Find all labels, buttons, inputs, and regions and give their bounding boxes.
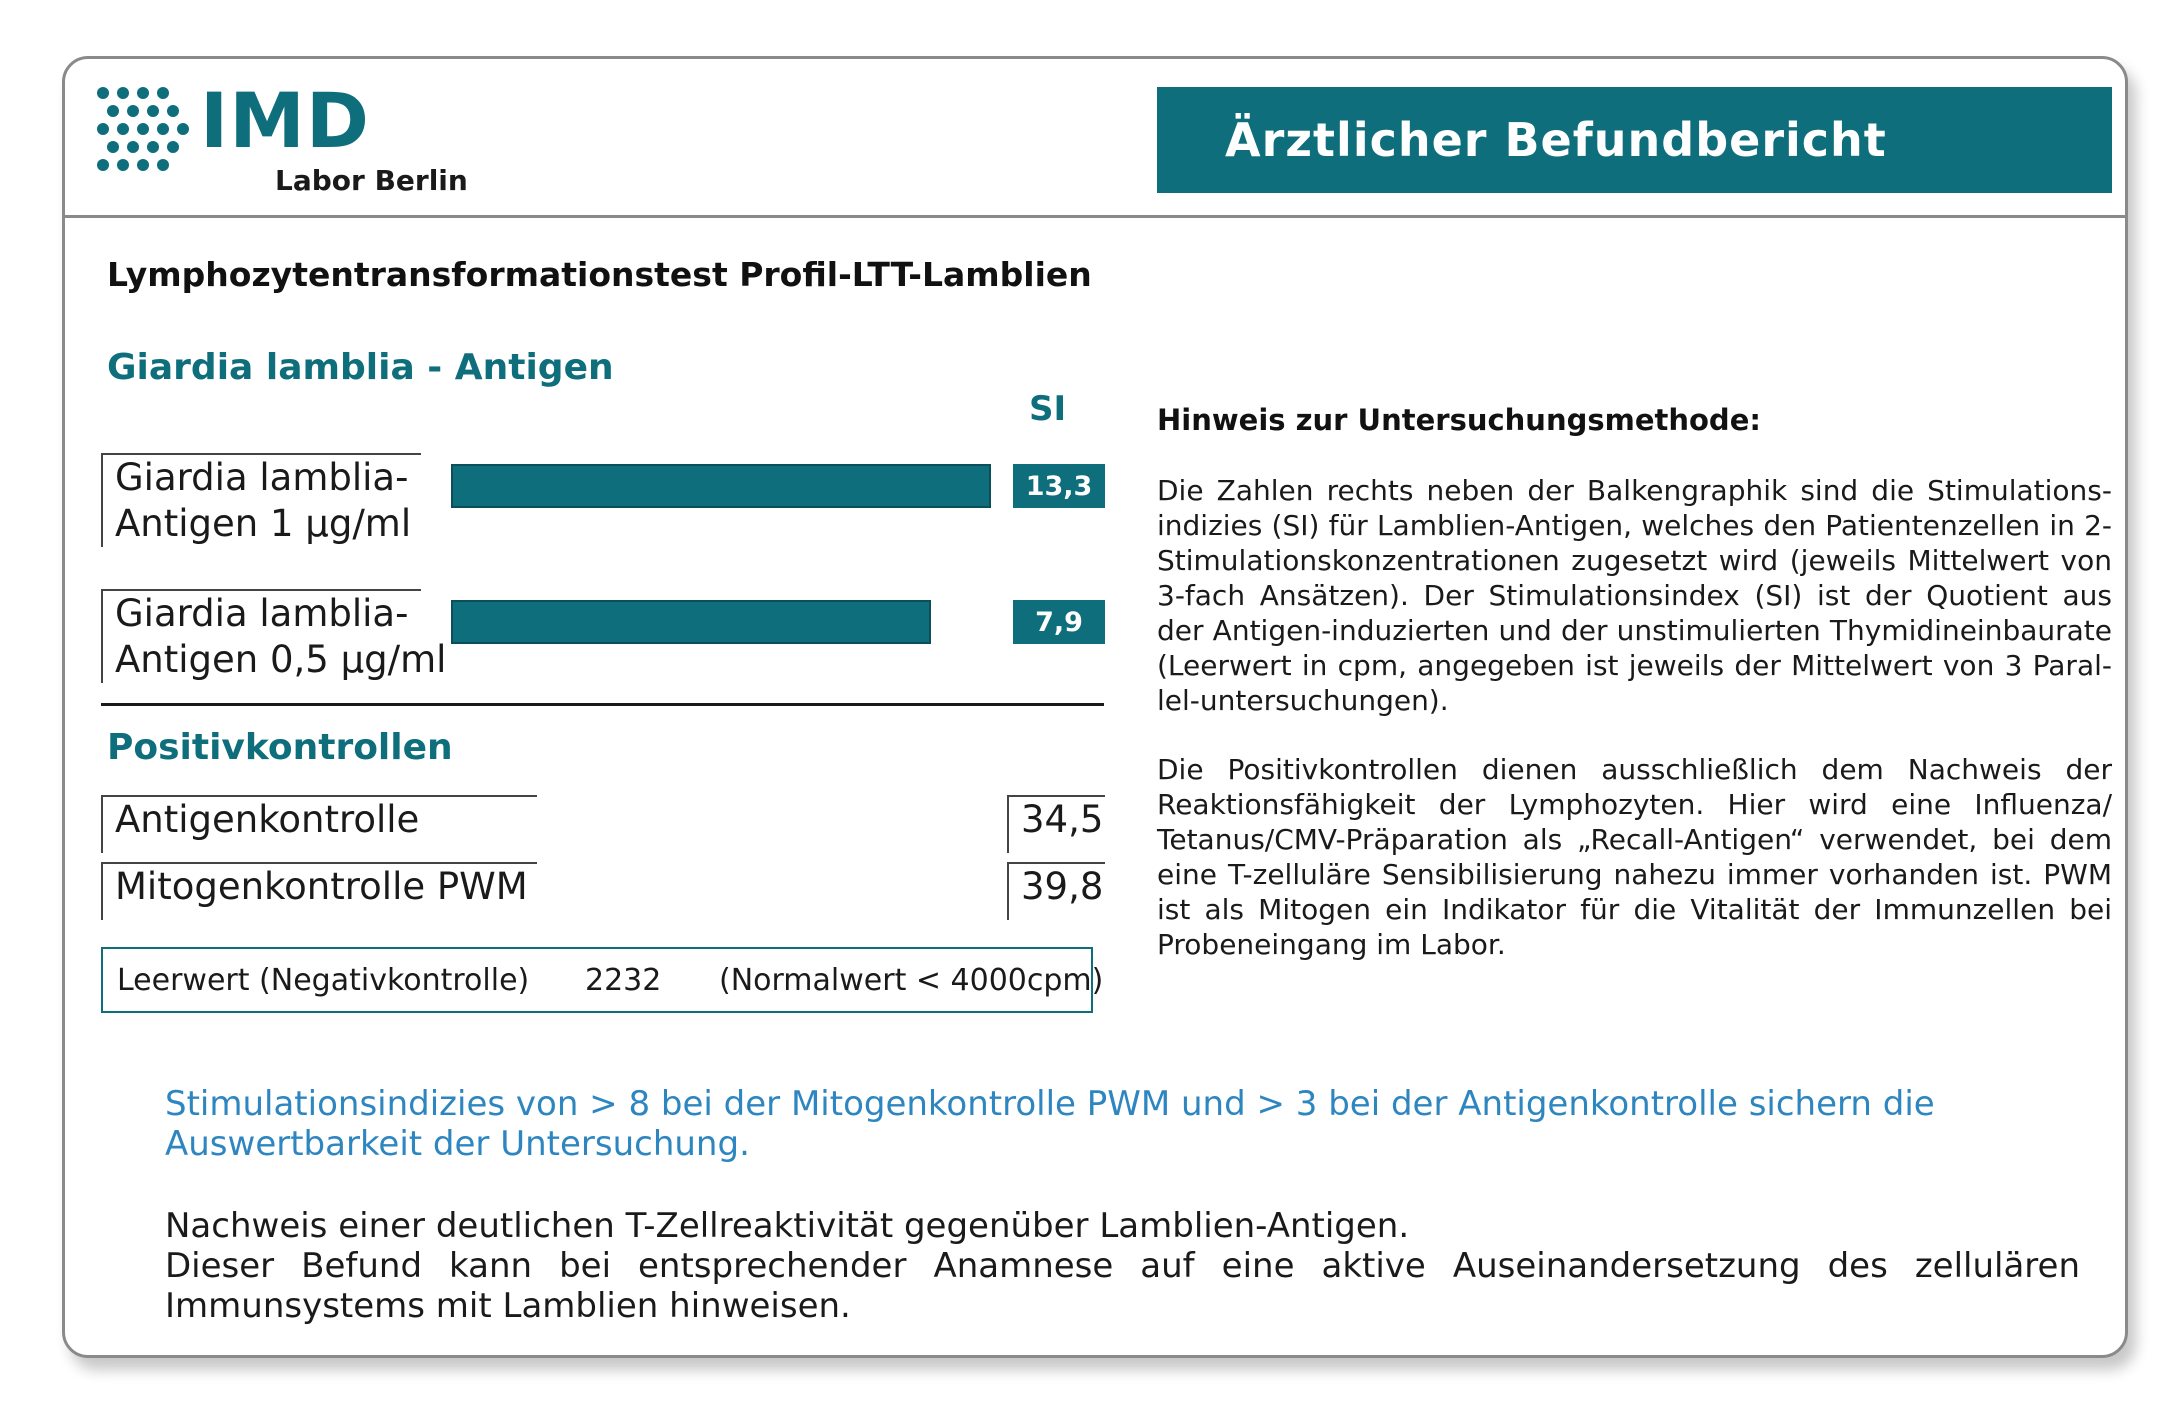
- positive-controls-heading: Positivkontrollen: [107, 727, 453, 768]
- blank-normal-range: (Normalwert < 4000cpm): [719, 963, 1104, 998]
- header-divider: [65, 215, 2125, 218]
- control-label: Antigenkontrolle: [101, 795, 537, 853]
- control-value: 34,5: [1007, 795, 1105, 853]
- method-note-paragraph: Die Positivkontrollen dienen ausschließl…: [1157, 753, 2112, 961]
- report-title-banner: Ärztlicher Befundbericht: [1157, 87, 2112, 193]
- antigen-row-label: Giardia lamblia- Antigen 1 µg/ml: [101, 453, 421, 547]
- conclusion-line: Dieser Befund kann bei entsprechender An…: [165, 1246, 2080, 1326]
- si-value-badge: 13,3: [1013, 464, 1105, 508]
- method-note-paragraph: Die Zahlen rechts neben der Balkengraphi…: [1157, 474, 2112, 717]
- antigen-label-line1: Giardia lamblia-: [115, 592, 409, 635]
- method-note-heading: Hinweis zur Untersuchungsmethode:: [1157, 403, 1761, 437]
- si-bar: [451, 600, 931, 644]
- control-value: 39,8: [1007, 862, 1105, 920]
- section-divider: [101, 703, 1104, 706]
- conclusion: Nachweis einer deutlichen T-Zellreaktivi…: [165, 1206, 2080, 1326]
- antigen-section-heading: Giardia lamblia - Antigen: [107, 347, 614, 388]
- antigen-label-line1: Giardia lamblia-: [115, 456, 409, 499]
- validity-note: Stimulationsindizies von > 8 bei der Mit…: [165, 1084, 1935, 1164]
- antigen-row-label: Giardia lamblia- Antigen 0,5 µg/ml: [101, 589, 447, 683]
- report-title: Ärztlicher Befundbericht: [1225, 113, 1887, 167]
- imd-logo: IMD Labor Berlin: [93, 76, 473, 205]
- test-title: Lymphozytentransformationstest Profil-LT…: [107, 255, 1092, 294]
- blank-label: Leerwert (Negativkontrolle): [117, 963, 530, 998]
- control-label: Mitogenkontrolle PWM: [101, 862, 537, 920]
- conclusion-line: Nachweis einer deutlichen T-Zellreaktivi…: [165, 1206, 1410, 1246]
- si-column-header: SI: [1029, 389, 1067, 429]
- si-bar: [451, 464, 991, 508]
- antigen-label-line2: Antigen 0,5 µg/ml: [115, 638, 447, 681]
- blank-value-box: Leerwert (Negativkontrolle) 2232 (Normal…: [101, 947, 1103, 1013]
- logo-dots-icon: [97, 87, 189, 171]
- logo-wordmark: IMD: [200, 76, 370, 165]
- logo-subtitle: Labor Berlin: [275, 164, 468, 197]
- report-card: IMD Labor Berlin Ärztlicher Befundberich…: [62, 56, 2128, 1358]
- blank-value: 2232: [585, 963, 662, 998]
- si-value-badge: 7,9: [1013, 600, 1105, 644]
- antigen-label-line2: Antigen 1 µg/ml: [115, 502, 412, 545]
